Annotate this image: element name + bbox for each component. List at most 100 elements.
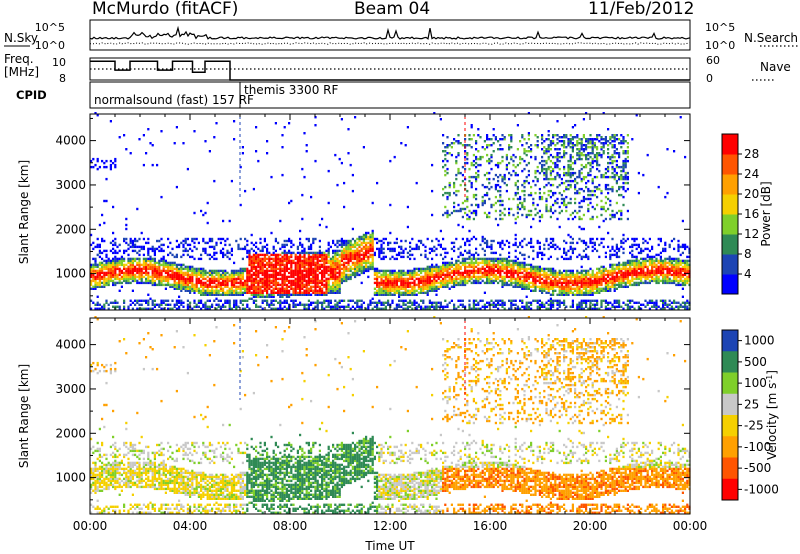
power-cell bbox=[406, 305, 409, 308]
power-cell bbox=[142, 263, 145, 267]
power-cell bbox=[514, 181, 517, 185]
power-cell bbox=[217, 303, 220, 306]
power-cell bbox=[347, 277, 350, 281]
power-cell bbox=[285, 275, 288, 279]
power-cell bbox=[294, 271, 297, 275]
power-cell bbox=[413, 267, 416, 271]
power-cell bbox=[272, 267, 275, 271]
power-cell bbox=[521, 299, 524, 302]
power-cell bbox=[109, 261, 112, 265]
power-cell bbox=[400, 293, 403, 296]
power-cell bbox=[536, 211, 539, 215]
power-cell bbox=[228, 279, 231, 283]
power-cell bbox=[387, 289, 390, 292]
power-cell bbox=[252, 299, 255, 302]
power-cell bbox=[307, 281, 310, 285]
power-cell bbox=[477, 257, 480, 261]
power-cell bbox=[336, 183, 339, 187]
power-cell bbox=[204, 281, 207, 285]
power-cell bbox=[127, 243, 130, 247]
power-cell bbox=[90, 271, 93, 275]
power-cell bbox=[354, 267, 357, 271]
power-cell bbox=[501, 217, 504, 221]
power-cell bbox=[340, 251, 343, 255]
power-cell bbox=[259, 265, 262, 269]
power-cell bbox=[567, 159, 570, 163]
power-cell bbox=[567, 281, 570, 285]
power-cell bbox=[325, 255, 328, 259]
power-cell bbox=[494, 279, 497, 283]
power-cell bbox=[219, 299, 222, 302]
power-cell bbox=[290, 299, 293, 302]
power-cell bbox=[283, 265, 286, 269]
power-cell bbox=[406, 301, 409, 304]
power-cell bbox=[494, 277, 497, 281]
power-cell bbox=[112, 271, 115, 275]
power-cell bbox=[321, 269, 324, 273]
power-cell bbox=[281, 255, 284, 259]
power-cell bbox=[499, 275, 502, 279]
power-cell bbox=[314, 301, 317, 304]
power-cell bbox=[360, 237, 363, 241]
power-cell bbox=[140, 279, 143, 283]
power-cell bbox=[147, 279, 150, 283]
power-cell bbox=[290, 279, 293, 283]
power-cell bbox=[409, 275, 412, 279]
power-cell bbox=[470, 261, 473, 265]
power-cell bbox=[547, 130, 550, 133]
power-cell bbox=[398, 269, 401, 273]
power-cell bbox=[162, 277, 165, 281]
power-cell bbox=[521, 144, 524, 147]
power-cell bbox=[288, 295, 291, 298]
power-cell bbox=[114, 237, 117, 241]
power-cell bbox=[426, 305, 429, 308]
power-cell bbox=[303, 275, 306, 279]
power-cell bbox=[149, 281, 152, 285]
power-cell bbox=[228, 257, 231, 261]
power-cell bbox=[164, 277, 167, 281]
power-cell bbox=[433, 283, 436, 287]
power-cell bbox=[470, 265, 473, 269]
power-cell bbox=[329, 285, 332, 288]
power-cell bbox=[219, 305, 222, 308]
power-cell bbox=[230, 289, 233, 292]
power-cell bbox=[371, 243, 374, 247]
power-cell bbox=[206, 285, 209, 288]
power-cell bbox=[261, 283, 264, 287]
power-cell bbox=[437, 269, 440, 273]
power-cell bbox=[576, 134, 579, 137]
power-cell bbox=[362, 301, 365, 304]
power-cell bbox=[563, 275, 566, 279]
power-cell bbox=[153, 263, 156, 267]
power-cell bbox=[446, 265, 449, 269]
power-cell bbox=[578, 237, 581, 241]
power-cell bbox=[125, 277, 128, 281]
power-cell bbox=[576, 153, 579, 157]
power-cell bbox=[224, 283, 227, 287]
power-cell bbox=[160, 301, 163, 304]
power-cell bbox=[510, 283, 513, 287]
power-cell bbox=[360, 261, 363, 265]
power-cell bbox=[266, 281, 269, 285]
power-cell bbox=[334, 243, 337, 247]
power-cell bbox=[288, 307, 291, 310]
power-cell bbox=[233, 299, 236, 302]
power-cell bbox=[365, 233, 368, 237]
power-cell bbox=[206, 289, 209, 292]
power-cell bbox=[222, 251, 225, 255]
power-cell bbox=[131, 257, 134, 261]
power-cell bbox=[285, 255, 288, 259]
power-cell bbox=[215, 269, 218, 273]
power-cell bbox=[151, 263, 154, 267]
power-cell bbox=[552, 287, 555, 290]
power-cell bbox=[180, 287, 183, 290]
power-cell bbox=[277, 241, 280, 245]
power-cell bbox=[514, 183, 517, 187]
power-cell bbox=[560, 287, 563, 290]
power-cell bbox=[228, 273, 231, 277]
power-cell bbox=[145, 299, 148, 302]
power-cell bbox=[395, 241, 398, 245]
power-cell bbox=[437, 239, 440, 243]
power-cell bbox=[552, 245, 555, 249]
power-cell bbox=[340, 281, 343, 285]
